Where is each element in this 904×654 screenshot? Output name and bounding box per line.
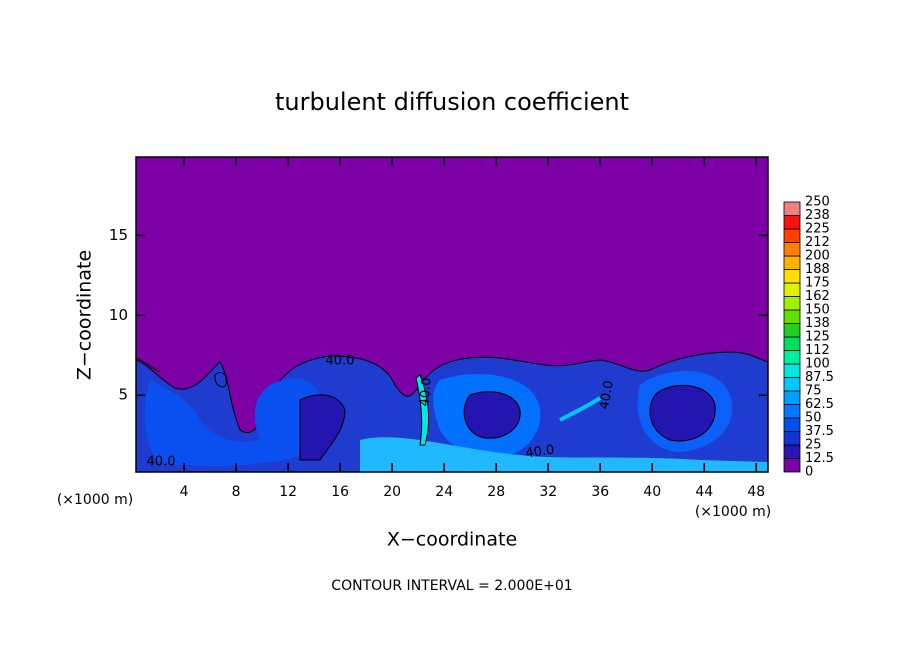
colorbar-box [783,444,801,459]
eddy [299,394,346,461]
colorbar-box [783,431,801,446]
colorbar-box [783,309,801,324]
x-unit-label: (×1000 m) [57,492,133,508]
contour-label: 40.0 [147,455,176,470]
colorbar-label: 138 [805,316,830,331]
y-tick-label: 5 [118,386,128,404]
y-tick-label: 10 [109,306,128,324]
colorbar-label: 175 [805,276,830,291]
colorbar-box [783,323,801,338]
colorbar-label: 188 [805,262,830,277]
field-region [144,378,324,466]
colorbar-label: 75 [805,384,822,399]
contour-line [136,357,161,373]
colorbar-label: 250 [805,195,830,210]
contour-label: 40.0 [597,379,617,410]
field-region [214,372,227,388]
colorbar-label: 37.5 [805,424,834,439]
eddy [649,384,716,442]
contour-label: 40.0 [417,377,434,407]
colorbar-label: 112 [805,343,830,358]
contour-label: 40.0 [525,443,556,462]
colorbar-label: 238 [805,208,830,223]
x-axis-label: X−coordinate [387,529,517,551]
colorbar-box [783,390,801,405]
colorbar-box [783,228,801,243]
colorbar-box [783,404,801,419]
field-region [360,437,768,472]
footer-note: CONTOUR INTERVAL = 2.000E+01 [331,578,572,594]
colorbar-box [783,201,801,216]
colorbar-box [783,296,801,311]
colorbar-label: 12.5 [805,451,834,466]
contour-field [136,157,768,472]
colorbar-label: 162 [805,289,830,304]
colorbar-label: 0 [805,465,813,480]
x-tick-label: 28 [487,484,505,500]
colorbar-box [783,215,801,230]
colorbar-box [783,269,801,284]
eddy [463,391,521,439]
filament [559,396,602,422]
x-tick-label: 24 [435,484,453,500]
colorbar-label: 125 [805,330,830,345]
y-axis-label: Z−coordinate [74,250,96,380]
x-tick-label: 12 [279,484,297,500]
chart-title: turbulent diffusion coefficient [275,88,629,116]
x-tick-label: 40 [643,484,661,500]
x-tick-label: 48 [747,484,765,500]
colorbar-box [783,458,801,473]
plot-frame [135,156,769,473]
colorbar-box [783,417,801,432]
filament [415,374,430,446]
colorbar-box [783,377,801,392]
colorbar-box [783,350,801,365]
colorbar-label: 200 [805,249,830,264]
colorbar-label: 225 [805,222,830,237]
colorbar-box [783,336,801,351]
x-unit-label: (×1000 m) [695,504,771,520]
x-tick-label: 36 [591,484,609,500]
y-tick-label: 15 [109,226,128,244]
x-tick-label: 4 [180,484,189,500]
x-tick-label: 16 [331,484,349,500]
x-tick-label: 20 [383,484,401,500]
x-tick-label: 8 [232,484,241,500]
colorbar-label: 50 [805,411,822,426]
contour-label: 40.0 [326,354,355,369]
colorbar-label: 87.5 [805,370,834,385]
colorbar-box [783,282,801,297]
x-tick-label: 32 [539,484,557,500]
x-tick-label: 44 [695,484,713,500]
colorbar-box [783,242,801,257]
colorbar-label: 62.5 [805,397,834,412]
colorbar-label: 150 [805,303,830,318]
colorbar-label: 212 [805,235,830,250]
colorbar-label: 100 [805,357,830,372]
colorbar-label: 25 [805,438,822,453]
colorbar-box [783,255,801,270]
colorbar-box [783,363,801,378]
